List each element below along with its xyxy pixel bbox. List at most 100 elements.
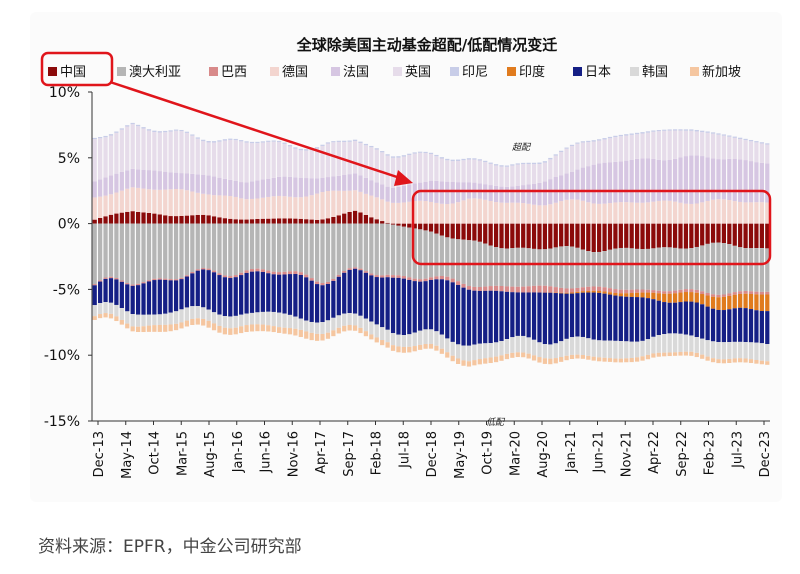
bar-segment: [277, 140, 282, 143]
bar-segment: [439, 275, 444, 280]
bar-segment: [499, 355, 504, 361]
bar-segment: [645, 298, 651, 340]
bar-segment: [320, 219, 325, 224]
bar-segment: [542, 344, 548, 359]
bar-segment: [765, 143, 770, 145]
bar-segment: [184, 131, 190, 133]
bar-segment: [559, 341, 564, 357]
bar-segment: [488, 185, 493, 202]
bar-segment: [206, 215, 211, 224]
bar-segment: [672, 130, 678, 159]
bar-segment: [700, 245, 705, 292]
bar-segment: [434, 202, 439, 224]
bar-segment: [602, 251, 607, 288]
bar-segment: [445, 204, 450, 224]
bar-segment: [92, 181, 97, 198]
bar-segment: [597, 223, 602, 252]
bar-segment: [260, 142, 265, 180]
bar-segment: [222, 140, 227, 179]
bar-segment: [559, 287, 564, 293]
bar-segment: [461, 360, 466, 366]
bar-segment: [521, 247, 526, 287]
bar-segment: [694, 292, 699, 303]
bar-segment: [645, 223, 651, 249]
bar-segment: [618, 134, 623, 137]
bar-segment: [759, 223, 764, 249]
bar-segment: [553, 293, 558, 344]
bar-segment: [602, 139, 607, 163]
bar-segment: [700, 291, 705, 295]
bar-segment: [130, 124, 135, 169]
legend-swatch: [690, 67, 699, 76]
bar-segment: [336, 274, 341, 277]
bar-segment: [575, 336, 580, 355]
bar-segment: [700, 156, 705, 203]
bar-segment: [477, 198, 482, 224]
bar-segment: [710, 223, 716, 243]
bar-segment: [521, 162, 526, 165]
bar-segment: [282, 327, 287, 334]
bar-segment: [190, 273, 195, 307]
bar-segment: [201, 141, 206, 175]
bar-segment: [748, 161, 754, 203]
bar-segment: [759, 162, 764, 203]
bar-segment: [629, 248, 634, 290]
bar-segment: [559, 223, 564, 247]
bar-segment: [363, 271, 369, 273]
bar-segment: [271, 141, 276, 178]
bar-segment: [201, 223, 206, 269]
bar-segment: [401, 335, 406, 347]
bar-segment: [526, 164, 531, 185]
legend-swatch: [450, 67, 459, 76]
bar-segment: [754, 359, 759, 364]
bar-segment: [141, 223, 146, 283]
bar-segment: [466, 286, 472, 290]
bar-segment: [130, 187, 135, 212]
x-tick-label: Dec-13: [92, 431, 107, 477]
bar-segment: [222, 178, 227, 196]
bar-segment: [526, 337, 531, 354]
legend-swatch: [393, 67, 402, 76]
bar-segment: [92, 316, 97, 320]
bar-segment: [672, 223, 678, 248]
bar-segment: [244, 325, 249, 332]
y-tick-label: -15%: [44, 414, 80, 430]
bar-segment: [504, 248, 510, 287]
bar-segment: [602, 340, 607, 358]
bar-segment: [125, 126, 130, 171]
bar-segment: [743, 342, 748, 359]
bar-segment: [282, 223, 287, 272]
bar-segment: [358, 191, 363, 213]
legend-item: 印尼: [450, 65, 488, 80]
bar-segment: [211, 195, 217, 217]
bar-segment: [352, 268, 358, 314]
bar-segment: [721, 223, 727, 244]
bar-segment: [504, 286, 510, 292]
bar-segment: [553, 343, 558, 359]
bar-segment: [152, 132, 157, 171]
bar-segment: [331, 278, 336, 281]
bar-segment: [244, 141, 249, 143]
bar-segment: [119, 129, 124, 172]
bar-segment: [542, 249, 548, 286]
bar-segment: [597, 292, 602, 341]
bar-segment: [672, 352, 678, 356]
bar-segment: [412, 201, 417, 224]
x-tick-label: Feb-23: [703, 431, 718, 475]
bar-segment: [293, 147, 298, 149]
bar-segment: [705, 306, 710, 341]
bar-segment: [271, 218, 276, 224]
bar-segment: [613, 340, 618, 359]
bar-segment: [651, 290, 656, 293]
bar-segment: [705, 340, 710, 357]
bar-segment: [108, 135, 114, 176]
bar-segment: [705, 243, 710, 293]
bar-segment: [700, 132, 705, 157]
bar-segment: [748, 291, 754, 294]
bar-segment: [222, 139, 227, 141]
bar-segment: [401, 278, 406, 336]
bar-segment: [510, 248, 515, 287]
bar-segment: [445, 352, 450, 358]
bar-segment: [716, 133, 721, 135]
bar-segment: [597, 203, 602, 224]
